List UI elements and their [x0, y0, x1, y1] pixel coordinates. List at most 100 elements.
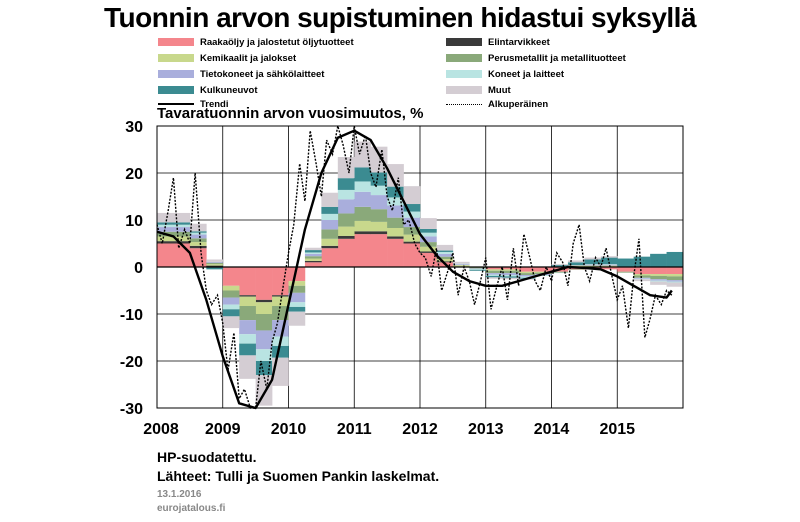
- area-segment-3: [584, 265, 602, 267]
- area-segment-1: [173, 243, 191, 267]
- area-segment-4: [173, 231, 191, 237]
- x-tick-label: 2015: [599, 421, 635, 438]
- area-segment-5: [288, 292, 306, 303]
- area-segment-1: [222, 267, 240, 286]
- area-segment-2: [321, 245, 339, 249]
- area-segment-4: [288, 285, 306, 293]
- area-segment-5: [452, 264, 470, 266]
- area-segment-2: [173, 241, 191, 244]
- area-segment-1: [304, 262, 322, 267]
- area-segment-7: [272, 345, 289, 358]
- legend-label-vehicles: Kulkuneuvot: [200, 84, 258, 96]
- area-segment-4: [617, 271, 634, 273]
- area-segment-3: [370, 221, 388, 232]
- area-segment-2: [370, 231, 388, 235]
- area-segment-7: [173, 222, 191, 225]
- y-tick-label: 10: [125, 213, 143, 230]
- area-segment-4: [337, 213, 355, 227]
- area-segment-3: [518, 271, 536, 274]
- area-segment-7: [304, 250, 322, 253]
- area-segment-6: [337, 189, 355, 200]
- area-segment-3: [387, 227, 404, 237]
- legend-item-vehicles: Kulkuneuvot: [158, 84, 258, 96]
- x-tick-label: 2011: [337, 421, 372, 438]
- y-tick-label: -30: [120, 401, 143, 418]
- area-segment-4: [239, 306, 256, 321]
- area-segment-5: [420, 236, 437, 243]
- note-filter: HP-suodatettu.: [157, 449, 257, 465]
- area-segment-3: [206, 264, 224, 266]
- area-segment-5: [387, 205, 404, 218]
- area-segment-6: [222, 304, 240, 310]
- area-segment-5: [485, 273, 503, 275]
- y-tick-label: -20: [120, 354, 143, 371]
- area-segment-8: [666, 282, 684, 287]
- area-segment-5: [502, 273, 519, 275]
- area-segment-8: [304, 247, 322, 251]
- area-segment-7: [633, 256, 651, 267]
- area-segment-2: [354, 231, 371, 235]
- x-tick-label: 2013: [468, 421, 504, 438]
- area-segment-4: [189, 238, 207, 243]
- area-segment-6: [173, 224, 191, 228]
- legend-label-machinery: Koneet ja laitteet: [488, 68, 565, 80]
- area-segment-3: [239, 296, 256, 307]
- area-segment-8: [255, 375, 273, 406]
- area-segment-2: [304, 260, 322, 263]
- area-segment-3: [354, 220, 371, 232]
- y-tick-label: 30: [125, 119, 143, 136]
- legend-swatch-other: [446, 86, 482, 94]
- area-segment-3: [567, 265, 585, 267]
- area-segment-8: [420, 218, 437, 229]
- legend-swatch-trend: [158, 103, 194, 105]
- area-segment-5: [239, 320, 256, 335]
- area-segment-5: [173, 227, 191, 232]
- area-segment-2: [337, 235, 355, 239]
- area-segment-7: [321, 206, 339, 214]
- area-segment-3: [502, 269, 519, 271]
- area-segment-6: [666, 281, 684, 283]
- area-segment-1: [387, 238, 404, 267]
- trend-line: [156, 129, 673, 410]
- y-tick-label: 20: [125, 166, 143, 183]
- area-segment-7: [436, 250, 454, 252]
- area-segment-5: [370, 195, 388, 210]
- area-segment-7: [502, 276, 519, 278]
- area-segment-2: [436, 261, 454, 263]
- publish-date: 13.1.2016: [157, 489, 202, 500]
- area-segment-3: [337, 226, 355, 236]
- y-tick-label: 0: [134, 260, 143, 277]
- legend-label-chemicals: Kemikaalit ja jalokset: [200, 52, 297, 64]
- area-segment-3: [650, 274, 667, 276]
- legend-item-metals: Perusmetallit ja metallituotteet: [446, 52, 626, 64]
- area-segment-7: [666, 251, 684, 267]
- x-tick-label: 2009: [205, 421, 241, 438]
- area-segment-7: [189, 231, 207, 233]
- area-segment-3: [189, 242, 207, 246]
- area-segment-4: [403, 227, 421, 235]
- area-segment-2: [255, 299, 273, 303]
- area-segment-5: [304, 253, 322, 257]
- area-segment-4: [650, 275, 667, 280]
- legend-item-chemicals: Kemikaalit ja jalokset: [158, 52, 296, 64]
- area-segment-7: [354, 167, 371, 182]
- area-segment-6: [387, 197, 404, 206]
- area-segment-4: [485, 270, 503, 274]
- area-segment-3: [666, 274, 684, 277]
- area-segment-7: [551, 265, 569, 267]
- legend-item-food: Elintarvikkeet: [446, 36, 550, 48]
- legend-swatch-chemicals: [158, 54, 194, 62]
- area-segment-8: [650, 281, 667, 285]
- area-segment-5: [321, 220, 339, 230]
- area-segment-8: [189, 223, 207, 232]
- legend-label-metals: Perusmetallit ja metallituotteet: [488, 52, 626, 64]
- area-segment-7: [485, 275, 503, 278]
- area-segment-3: [255, 302, 273, 314]
- area-segment-8: [321, 192, 339, 207]
- legend-label-oil: Raakaöljy ja jalostetut öljytuotteet: [200, 36, 354, 48]
- area-segment-8: [387, 164, 404, 187]
- note-sources: Lähteet: Tulli ja Suomen Pankin laskelma…: [157, 468, 440, 484]
- area-segment-8: [370, 146, 388, 173]
- area-segment-6: [255, 349, 273, 361]
- area-segment-2: [272, 295, 289, 297]
